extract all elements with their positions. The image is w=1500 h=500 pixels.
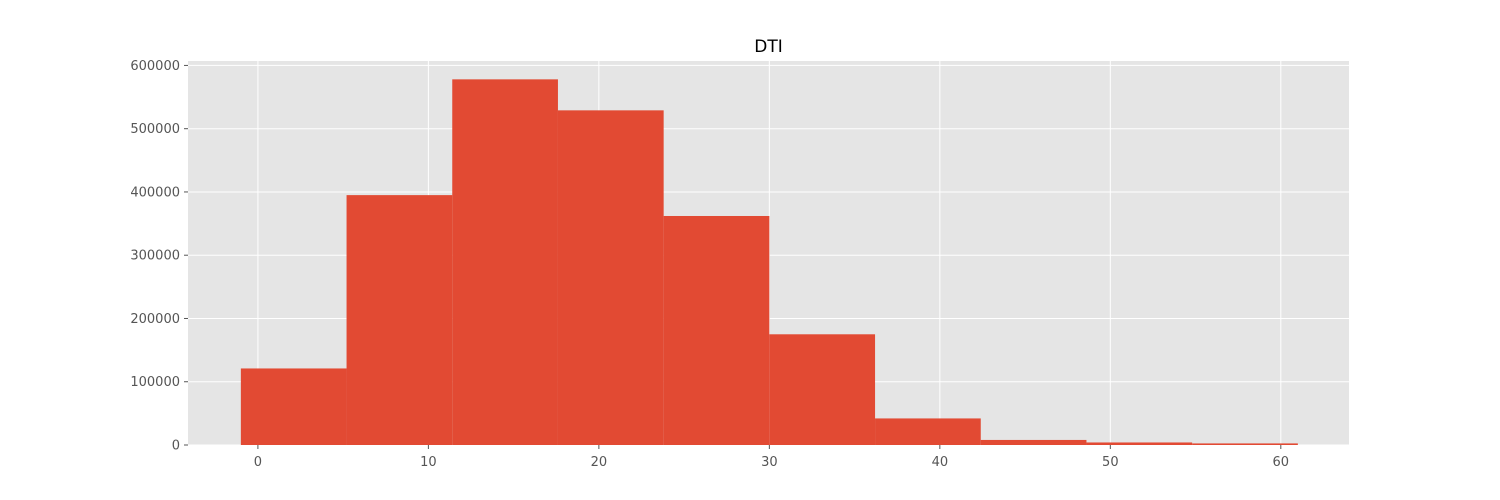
histogram-bar (875, 418, 981, 445)
y-tick-label: 500000 (130, 122, 180, 137)
histogram-bar (663, 215, 770, 445)
x-tick-label: 50 (1102, 455, 1119, 470)
chart-title: DTI (754, 37, 783, 57)
histogram-bar (1086, 442, 1193, 445)
y-tick-label: 300000 (130, 249, 180, 264)
histogram-bar (240, 368, 347, 445)
histogram-bar (452, 79, 558, 446)
y-tick-label: 200000 (130, 312, 180, 327)
histogram-bar (980, 439, 1087, 445)
x-tick-label: 60 (1273, 455, 1290, 470)
y-tick-label: 600000 (130, 59, 180, 74)
y-tick-label: 100000 (130, 375, 180, 390)
axes: 0 10 20 30 40 50 60 0 100000 200000 300000 400000 50… (130, 59, 1289, 470)
histogram-bar (1192, 443, 1298, 445)
histogram-bar (346, 195, 453, 445)
y-tick-label: 400000 (130, 185, 180, 200)
x-tick-label: 40 (932, 455, 949, 470)
bars (240, 79, 1298, 446)
x-tick-label: 20 (591, 455, 608, 470)
histogram-bar (769, 334, 876, 445)
y-tick-label: 0 (172, 439, 180, 454)
x-tick-label: 30 (761, 455, 778, 470)
x-tick-label: 0 (254, 455, 262, 470)
histogram-bar (557, 110, 664, 446)
x-tick-label: 10 (420, 455, 437, 470)
